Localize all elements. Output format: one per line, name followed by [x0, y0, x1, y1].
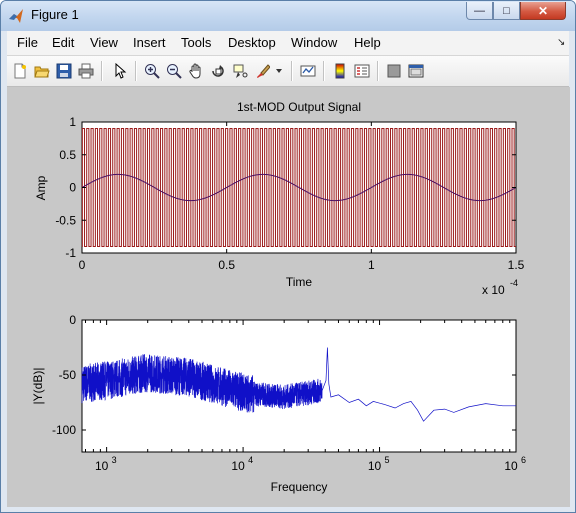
link-plot-icon[interactable] [297, 60, 319, 82]
frequency-xtick-label: 10 [368, 459, 382, 473]
window-title: Figure 1 [31, 7, 79, 22]
frequency-xtick-label: 10 [231, 459, 245, 473]
hide-plot-tools-icon[interactable] [383, 60, 405, 82]
maximize-button[interactable]: □ [493, 2, 520, 20]
frequency-xtick-power: 6 [521, 455, 526, 465]
x-exponent-power: -4 [510, 278, 518, 288]
time-ytick-label: 0 [69, 181, 76, 195]
menu-tools[interactable]: Tools [181, 35, 212, 50]
menu-help[interactable]: Help [354, 35, 381, 50]
open-file-icon[interactable] [31, 60, 53, 82]
time-xtick-label: 0.5 [218, 258, 235, 272]
frequency-axes[interactable]: 10 3 10 4 10 5 10 60-50-100 Frequency |Y(dB)| [31, 313, 526, 494]
frequency-ytick-label: -100 [52, 423, 76, 437]
time-plot-title: 1st-MOD Output Signal [237, 100, 361, 114]
frequency-ylabel: |Y(dB)| [31, 368, 45, 405]
colorbar-icon[interactable] [329, 60, 351, 82]
menu-insert[interactable]: Insert [133, 35, 166, 50]
plot-area: 0 0.5 1 1.5 1 0.5 0 -0.5 -1 1st-MOD Output Signa… [31, 100, 526, 494]
data-cursor-icon[interactable] [229, 60, 251, 82]
frequency-xlabel: Frequency [271, 480, 328, 494]
time-axes[interactable]: 0 0.5 1 1.5 1 0.5 0 -0.5 -1 1st-MOD Output Signa… [34, 100, 525, 297]
frequency-xtick-label: 10 [504, 459, 518, 473]
print-icon[interactable] [75, 60, 97, 82]
x-exponent-label: x 10 [482, 283, 505, 297]
matlab-logo-icon [9, 9, 23, 23]
time-xlabel: Time [286, 275, 313, 289]
frequency-xtick-label: 10 [95, 459, 109, 473]
zoom-out-icon[interactable] [163, 60, 185, 82]
frequency-ytick-label: 0 [69, 313, 76, 327]
time-xtick-label: 1 [368, 258, 375, 272]
brush-icon[interactable] [251, 60, 273, 82]
zoom-in-icon[interactable] [141, 60, 163, 82]
frequency-xtick-power: 5 [385, 455, 390, 465]
menu-view[interactable]: View [90, 35, 118, 50]
show-plot-tools-icon[interactable] [405, 60, 427, 82]
toolbar [7, 56, 569, 87]
save-icon[interactable] [53, 60, 75, 82]
pan-hand-icon[interactable] [185, 60, 207, 82]
square-wave-line [81, 128, 516, 247]
figure-canvas: 0 0.5 1 1.5 1 0.5 0 -0.5 -1 1st-MOD Output Signa… [7, 87, 570, 507]
sine-wave-line [81, 173, 517, 202]
dropdown-arrow-icon[interactable] [273, 60, 285, 82]
new-figure-icon[interactable] [9, 60, 31, 82]
menu-desktop[interactable]: Desktop [228, 35, 276, 50]
time-ylabel: Amp [34, 175, 48, 200]
legend-icon[interactable] [351, 60, 373, 82]
time-ytick-label: 1 [69, 115, 76, 129]
menu-window[interactable]: Window [291, 35, 338, 50]
title-bar[interactable]: Figure 1 — □ ✕ [1, 1, 575, 31]
frequency-xtick-power: 4 [248, 455, 253, 465]
frequency-ytick-label: -50 [59, 368, 77, 382]
rotate-3d-icon[interactable] [207, 60, 229, 82]
pointer-arrow-icon[interactable] [109, 60, 131, 82]
frequency-xtick-power: 3 [112, 455, 117, 465]
square-wave-path [81, 128, 516, 247]
menu-edit[interactable]: Edit [52, 35, 75, 50]
menu-bar: File Edit View Insert Tools Desktop Wind… [7, 31, 569, 56]
minimize-button[interactable]: — [466, 2, 493, 20]
time-ytick-label: -1 [65, 246, 76, 260]
time-ytick-label: 0.5 [59, 148, 76, 162]
time-xtick-label: 0 [79, 258, 86, 272]
spectrum-line [81, 347, 516, 422]
time-ytick-label: -0.5 [55, 213, 76, 227]
close-button[interactable]: ✕ [520, 2, 566, 20]
menu-overflow-icon[interactable]: ↘ [557, 37, 566, 48]
menu-file[interactable]: File [17, 35, 38, 50]
time-xtick-label: 1.5 [508, 258, 525, 272]
